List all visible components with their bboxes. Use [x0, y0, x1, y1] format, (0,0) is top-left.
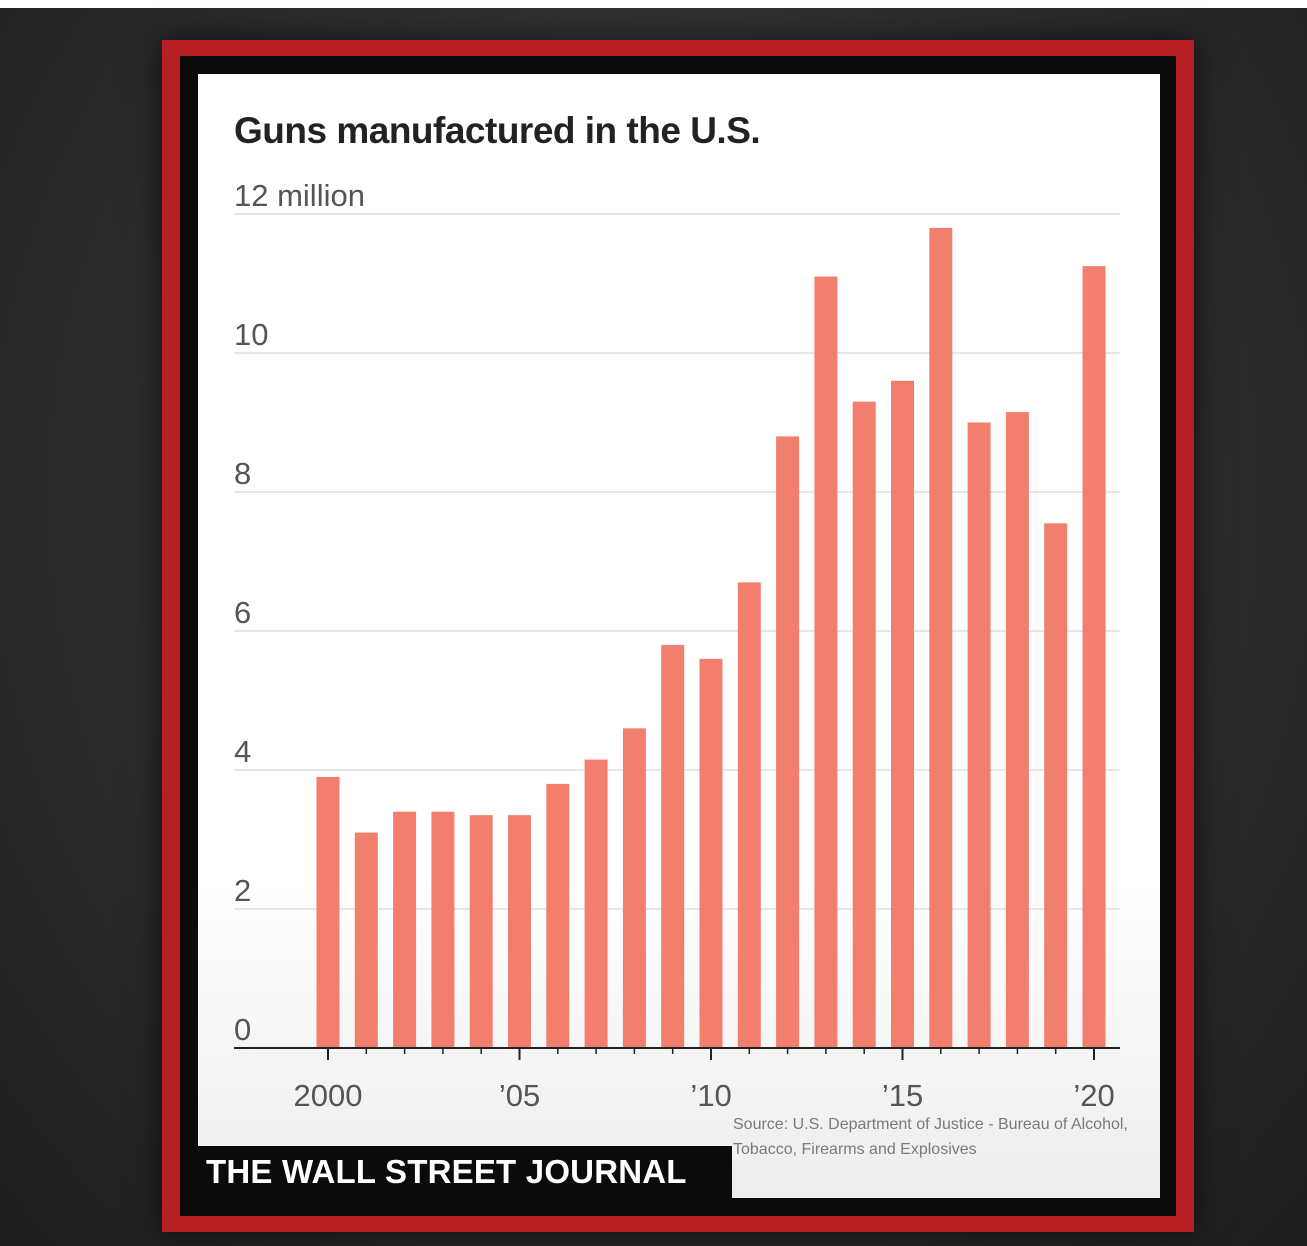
x-tick-label-2015: ’15 — [882, 1078, 923, 1113]
bar-2005 — [508, 815, 531, 1048]
bar-2004 — [469, 815, 493, 1048]
bar-2003 — [431, 811, 455, 1048]
y-tick-label-4: 4 — [234, 734, 251, 769]
source-note: Source: U.S. Department of Justice - Bur… — [733, 1116, 1128, 1158]
x-tick-label-2010: ’10 — [690, 1078, 731, 1113]
top-edge-strip — [0, 0, 1307, 8]
bar-2000 — [316, 776, 340, 1048]
bar-2002 — [393, 811, 417, 1048]
x-tick-label-2000: 2000 — [294, 1078, 363, 1113]
x-tick-label-2005: ’05 — [499, 1078, 540, 1113]
bar-2011 — [737, 582, 761, 1048]
y-tick-label-0: 0 — [234, 1012, 251, 1047]
y-tick-label-8: 8 — [234, 456, 251, 491]
y-tick-label-2: 2 — [234, 873, 251, 908]
bar-2020 — [1082, 266, 1106, 1048]
bar-2012 — [776, 436, 800, 1048]
bar-2018 — [1005, 412, 1029, 1048]
bar-2014 — [852, 401, 876, 1048]
y-tick-label-10: 10 — [234, 317, 268, 352]
bar-2008 — [622, 728, 646, 1048]
bar-2006 — [546, 783, 570, 1048]
wsj-logo-banner: THE WALL STREET JOURNAL — [198, 1146, 732, 1198]
bar-2017 — [967, 422, 991, 1048]
bar-2013 — [814, 276, 838, 1048]
x-tick-label-2020: ’20 — [1073, 1078, 1114, 1113]
bar-2009 — [661, 644, 685, 1048]
chart-title: Guns manufactured in the U.S. — [234, 110, 761, 151]
bar-2010 — [699, 658, 723, 1048]
bar-2001 — [354, 832, 378, 1048]
bar-2015 — [891, 380, 914, 1048]
bar-chart: 0 2 4 6 8 10 12 million 2000 ’05 ’10 ’15 ’20 — [234, 178, 1120, 1113]
bar-2019 — [1044, 523, 1068, 1048]
y-tick-label-12: 12 million — [234, 178, 365, 213]
bar-2007 — [584, 759, 608, 1048]
chart-card: Guns manufactured in the U.S. 0 2 4 6 8 10 12 … — [198, 74, 1160, 1198]
y-tick-label-6: 6 — [234, 595, 251, 630]
bar-2016 — [929, 227, 953, 1048]
